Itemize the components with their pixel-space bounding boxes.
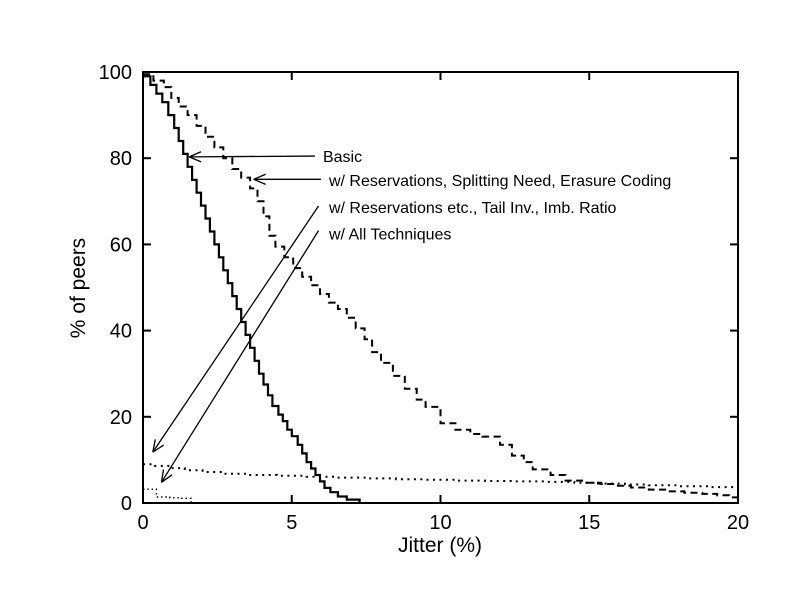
y-tick-label: 60	[110, 234, 132, 256]
series-line-basic	[143, 75, 361, 503]
annotation-arrowhead	[253, 173, 266, 180]
y-tick-label: 80	[110, 148, 132, 170]
y-tick-label: 100	[99, 62, 132, 84]
annotation-arrowhead	[152, 439, 156, 453]
annotation-arrow	[152, 205, 320, 453]
y-tick-label: 40	[110, 321, 132, 343]
y-axis-title: % of peers	[67, 238, 90, 338]
y-tick-label: 0	[121, 493, 132, 515]
x-tick-label: 15	[578, 512, 600, 534]
annotation-label: Basic	[323, 149, 362, 166]
y-tick-label: 20	[110, 407, 132, 429]
x-tick-label: 20	[727, 512, 749, 534]
annotation-label: w/ Reservations etc., Tail Inv., Imb. Ra…	[328, 200, 617, 217]
annotation-arrowhead	[152, 444, 165, 453]
annotation-label: w/ Reservations, Splitting Need, Erasure…	[328, 173, 671, 190]
x-axis-title: Jitter (%)	[398, 534, 482, 557]
annotation-arrowhead	[160, 469, 165, 483]
annotation-arrowhead	[161, 474, 173, 483]
x-tick-label: 0	[137, 512, 148, 534]
annotation-arrow	[189, 155, 315, 158]
x-tick-label: 10	[429, 512, 451, 534]
annotation-arrowhead	[188, 156, 202, 163]
annotation-label: w/ All Techniques	[328, 227, 451, 244]
annotation-arrowhead	[253, 178, 266, 185]
annotation-arrow	[160, 230, 320, 483]
series-line-w-reservations-etc-tail-inv-imb-ratio	[143, 463, 739, 489]
x-tick-label: 5	[286, 512, 297, 534]
annotation-arrowhead	[188, 151, 202, 158]
series-line-w-all-techniques	[143, 488, 192, 503]
